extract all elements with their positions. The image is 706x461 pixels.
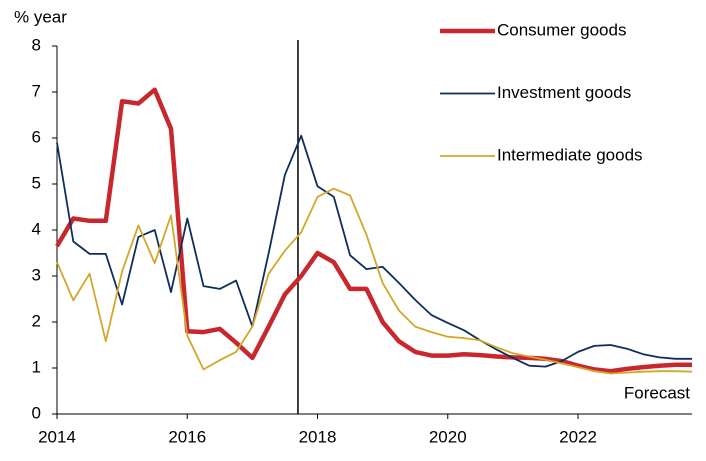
- legend-label: Intermediate goods: [497, 145, 643, 164]
- series-line: [56, 134, 692, 368]
- series-line: [55, 87, 692, 374]
- x-tick-label: 2016: [168, 427, 206, 446]
- series-line: [56, 187, 693, 375]
- y-tick-label: 4: [32, 219, 41, 238]
- y-tick-label: 7: [32, 81, 41, 100]
- y-tick-label: 3: [32, 265, 41, 284]
- x-tick-label: 2014: [38, 427, 76, 446]
- y-tick-label: 6: [32, 127, 41, 146]
- legend-label: Consumer goods: [497, 20, 626, 39]
- y-tick-label: 0: [32, 403, 41, 422]
- legend-label: Investment goods: [497, 83, 631, 102]
- y-tick-label: 8: [32, 35, 41, 54]
- x-tick-label: 2018: [299, 427, 337, 446]
- y-axis-label: % year: [14, 7, 67, 26]
- y-tick-label: 5: [32, 173, 41, 192]
- x-tick-label: 2022: [559, 427, 597, 446]
- y-tick-label: 1: [32, 357, 41, 376]
- annotation: Forecast: [624, 383, 690, 402]
- x-tick-label: 2020: [429, 427, 467, 446]
- y-tick-label: 2: [32, 311, 41, 330]
